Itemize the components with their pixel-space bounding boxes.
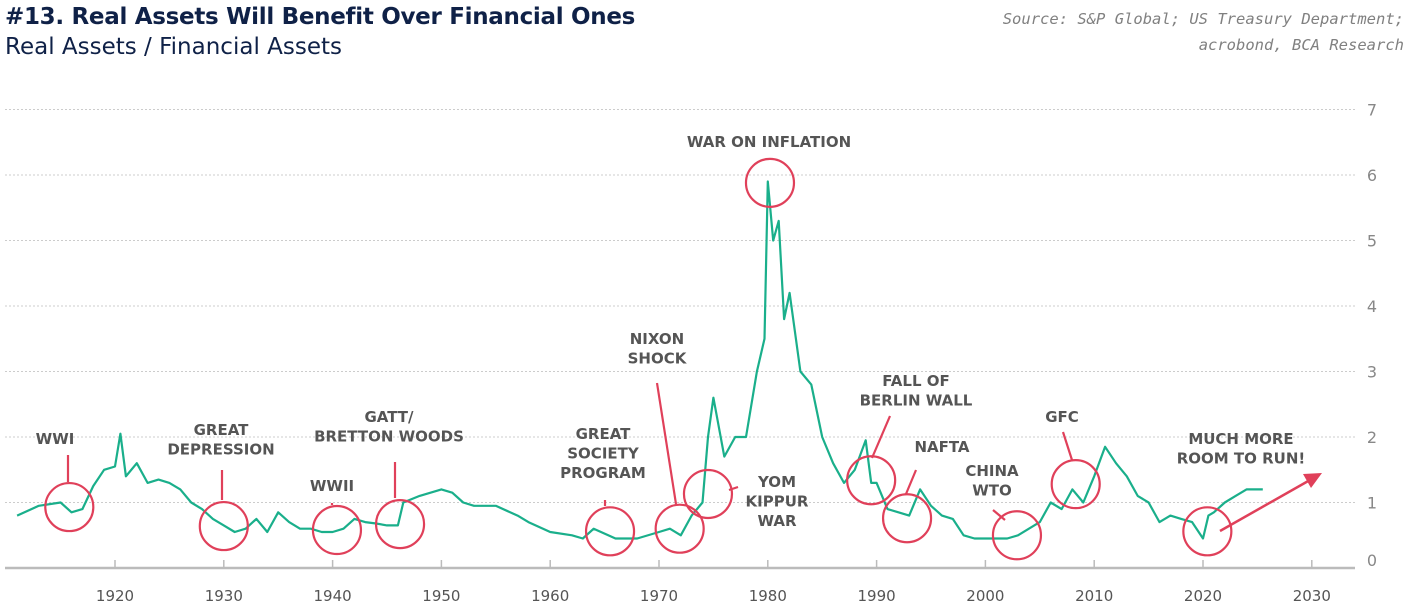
x-tick-label: 1930	[205, 587, 243, 605]
arrow-head-icon	[1303, 473, 1322, 488]
annotation: WWII	[310, 477, 363, 556]
annotation-label: DEPRESSION	[167, 441, 274, 459]
annotation-circle	[311, 504, 363, 556]
x-tick-label: 1970	[640, 587, 678, 605]
annotation-circle	[584, 506, 636, 557]
x-tick-label: 1940	[314, 587, 352, 605]
annotation-label: BERLIN WALL	[860, 392, 973, 410]
annotation-label: GATT/	[364, 408, 414, 426]
annotation-callout-line	[728, 485, 739, 492]
annotation-label: NAFTA	[914, 438, 969, 456]
annotation-circle	[744, 157, 796, 208]
annotation-circle	[881, 493, 933, 544]
x-tick-label: 1950	[422, 587, 460, 605]
annotation-label: KIPPUR	[746, 493, 809, 511]
annotation-circle	[198, 500, 249, 552]
annotation-circle	[846, 455, 897, 506]
y-tick-label: 4	[1367, 297, 1377, 316]
annotation-callout-line	[1061, 431, 1074, 461]
annotation-label: CHINA	[965, 462, 1019, 480]
x-tick-label: 2030	[1293, 587, 1331, 605]
source-note: Source: S&P Global; US Treasury Departme…	[1003, 6, 1404, 58]
annotation: GFC	[1045, 408, 1101, 510]
annotation-label: PROGRAM	[560, 464, 646, 482]
annotation: WAR ON INFLATION	[687, 133, 851, 208]
y-tick-label: 6	[1367, 166, 1377, 185]
y-tick-label: 7	[1367, 101, 1377, 120]
annotation-circle	[1050, 459, 1101, 510]
annotation-circle	[991, 510, 1043, 561]
annotation-label: FALL OF	[882, 372, 949, 390]
source-line-2: acrobond, BCA Research	[1198, 36, 1404, 54]
y-tick-label: 0	[1367, 551, 1377, 570]
annotation-label: WAR	[757, 512, 796, 530]
chart-title: #13. Real Assets Will Benefit Over Finan…	[5, 4, 636, 30]
annotation-label: WAR ON INFLATION	[687, 133, 851, 151]
annotation-label: SOCIETY	[567, 445, 640, 463]
annotation-circle	[682, 468, 734, 520]
annotation: NIXON SHOCK	[628, 330, 705, 554]
y-tick-label: 1	[1367, 494, 1377, 513]
annotation-label: BRETTON WOODS	[314, 428, 464, 446]
annotation-circle	[654, 503, 705, 554]
annotation-circle	[374, 499, 426, 550]
y-tick-label: 2	[1367, 428, 1377, 447]
chart-subtitle: Real Assets / Financial Assets	[5, 34, 342, 60]
annotation-label: WTO	[972, 482, 1012, 500]
annotation-label: ROOM TO RUN!	[1177, 450, 1306, 468]
arrow-icon	[1219, 478, 1311, 533]
x-tick-label: 1960	[531, 587, 569, 605]
annotation: CHINA WTO	[965, 462, 1043, 561]
x-tick-label: 2010	[1075, 587, 1113, 605]
annotation-callout-line	[992, 509, 1006, 521]
annotation: NAFTA	[881, 438, 970, 544]
x-tick-label: 1920	[96, 587, 134, 605]
annotation: WWI	[36, 430, 95, 533]
annotation-callout-line	[904, 469, 918, 495]
annotation-label: WWII	[310, 477, 354, 495]
y-tick-label: 3	[1367, 363, 1377, 382]
x-tick-label: 2000	[966, 587, 1004, 605]
annotation-label: MUCH MORE	[1188, 430, 1293, 448]
annotation: MUCH MORE ROOM TO RUN!	[1177, 430, 1306, 557]
annotation-label: WWI	[36, 430, 75, 448]
annotation-label: SHOCK	[628, 350, 688, 368]
series-line	[16, 180, 1263, 540]
x-tick-label: 1990	[858, 587, 896, 605]
source-line-1: Source: S&P Global; US Treasury Departme…	[1002, 10, 1404, 28]
y-tick-label: 5	[1367, 232, 1377, 251]
y-axis: 0 1 2 3 4 5 6 7	[1367, 101, 1377, 571]
annotation-circle	[44, 481, 95, 533]
gridlines	[5, 109, 1355, 503]
x-tick-label: 2020	[1184, 587, 1222, 605]
annotation: GATT/BRETTON WOODS	[314, 408, 464, 550]
series	[16, 180, 1263, 540]
annotation-label: GFC	[1045, 408, 1079, 426]
annotation: GREAT DEPRESSION	[167, 421, 275, 552]
annotation-callout-line	[870, 415, 892, 459]
annotation-circle	[1182, 506, 1233, 557]
annotation-callout-line	[655, 382, 678, 505]
annotation-label: GREAT	[194, 421, 250, 439]
annotation-label: YOM	[757, 473, 796, 491]
x-tick-label: 1980	[749, 587, 787, 605]
annotation: FALL OF BERLIN WALL	[846, 372, 973, 506]
annotation-label: NIXON	[630, 330, 684, 348]
annotation-label: GREAT	[576, 425, 632, 443]
x-axis: 1920 1930 1940 1950 1960 1970 1980 1990 2000 2010…	[5, 560, 1355, 605]
